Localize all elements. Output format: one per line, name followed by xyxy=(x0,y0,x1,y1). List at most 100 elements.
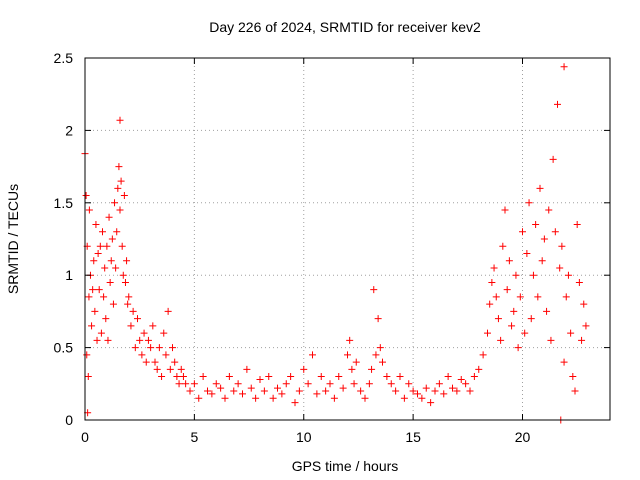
data-point xyxy=(431,387,439,395)
data-point xyxy=(470,373,478,381)
data-point xyxy=(435,380,443,388)
data-point xyxy=(549,155,557,163)
data-point xyxy=(99,228,106,236)
data-point xyxy=(204,387,211,395)
data-points xyxy=(81,63,590,424)
data-point xyxy=(113,228,121,236)
data-point xyxy=(89,286,97,294)
data-point xyxy=(124,300,132,308)
data-point xyxy=(475,365,483,373)
x-tick-label: 15 xyxy=(405,429,421,445)
x-tick-label: 5 xyxy=(190,429,198,445)
data-point xyxy=(221,394,229,402)
data-point xyxy=(575,278,583,286)
data-point xyxy=(93,336,101,344)
y-tick-label: 0.5 xyxy=(54,340,74,356)
data-point xyxy=(462,380,470,388)
data-point xyxy=(101,264,109,272)
data-point xyxy=(516,293,524,301)
y-tick-label: 1.5 xyxy=(54,195,74,211)
data-point xyxy=(569,373,577,381)
data-point xyxy=(309,351,316,359)
data-point xyxy=(186,387,194,395)
data-point xyxy=(392,387,400,395)
data-point xyxy=(449,384,456,392)
data-point xyxy=(365,380,373,388)
data-point xyxy=(361,394,369,402)
data-point xyxy=(274,384,281,392)
data-point xyxy=(501,206,509,214)
data-point xyxy=(265,373,273,381)
data-point xyxy=(94,249,102,257)
data-point xyxy=(129,307,137,315)
data-point xyxy=(370,286,378,294)
data-point xyxy=(379,358,386,366)
data-point xyxy=(287,373,295,381)
data-point xyxy=(162,351,170,359)
data-point xyxy=(554,100,561,108)
data-point xyxy=(527,315,535,323)
data-point xyxy=(523,249,531,257)
data-point xyxy=(580,300,588,308)
data-point xyxy=(243,365,251,373)
data-point xyxy=(479,351,487,359)
data-point xyxy=(427,399,435,407)
data-point xyxy=(322,387,330,395)
data-point xyxy=(453,387,461,395)
data-point xyxy=(102,315,110,323)
data-point xyxy=(112,264,120,272)
data-point xyxy=(127,322,135,330)
data-point xyxy=(582,322,590,330)
data-point xyxy=(339,384,347,392)
data-point xyxy=(195,394,203,402)
data-point xyxy=(573,221,581,229)
data-point xyxy=(414,390,421,398)
data-point xyxy=(169,344,176,352)
data-point xyxy=(234,380,242,388)
data-point xyxy=(564,271,572,279)
data-point xyxy=(109,300,117,308)
data-point xyxy=(85,206,93,214)
data-point xyxy=(199,373,207,381)
chart-title: Day 226 of 2024, SRMTID for receiver kev… xyxy=(209,19,481,35)
data-point xyxy=(177,365,185,373)
data-point xyxy=(313,390,321,398)
data-point xyxy=(540,235,548,243)
x-tick-label: 10 xyxy=(296,429,312,445)
data-point xyxy=(529,271,537,279)
data-point xyxy=(158,373,166,381)
data-point xyxy=(490,264,498,272)
data-point xyxy=(230,387,238,395)
data-point xyxy=(400,394,408,402)
data-point xyxy=(562,293,570,301)
data-point xyxy=(368,365,376,373)
data-point xyxy=(91,307,99,315)
data-point xyxy=(512,271,520,279)
data-point xyxy=(405,380,413,388)
data-point xyxy=(300,365,308,373)
data-point xyxy=(190,380,198,388)
data-point xyxy=(383,373,391,381)
data-point xyxy=(179,373,187,381)
data-point xyxy=(352,358,360,366)
data-point xyxy=(106,278,114,286)
data-point xyxy=(149,322,157,330)
data-point xyxy=(151,358,159,366)
data-point xyxy=(514,344,522,352)
data-point xyxy=(567,329,575,337)
data-point xyxy=(357,387,365,395)
data-point xyxy=(376,344,384,352)
data-point xyxy=(212,380,220,388)
data-point xyxy=(543,307,551,315)
data-point xyxy=(444,373,452,381)
x-tick-label: 20 xyxy=(515,429,531,445)
data-point xyxy=(350,380,358,388)
data-point xyxy=(120,192,128,200)
data-point xyxy=(100,293,108,301)
data-point xyxy=(103,242,111,250)
data-point xyxy=(140,329,148,337)
data-point xyxy=(304,380,312,388)
data-point xyxy=(344,351,351,359)
